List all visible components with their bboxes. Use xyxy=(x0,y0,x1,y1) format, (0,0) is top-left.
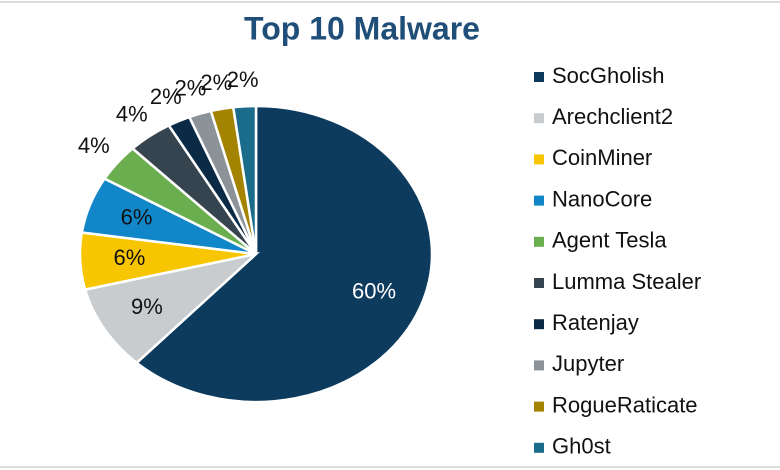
data-label: 4% xyxy=(78,133,110,158)
legend-swatch xyxy=(534,72,544,82)
legend-swatch xyxy=(534,278,544,288)
data-label: 6% xyxy=(114,245,146,270)
legend-swatch xyxy=(534,319,544,330)
data-label: 9% xyxy=(131,294,163,319)
legend-label: Arechclient2 xyxy=(552,104,673,129)
chart-title: Top 10 Malware xyxy=(244,10,480,46)
legend-swatch xyxy=(534,236,544,247)
data-label: 4% xyxy=(116,102,148,127)
legend-label: Agent Tesla xyxy=(552,228,667,253)
legend-label: Jupyter xyxy=(552,351,624,376)
legend-label: NanoCore xyxy=(552,186,652,211)
legend-label: Lumma Stealer xyxy=(552,269,701,294)
data-label: 2% xyxy=(175,76,207,101)
data-label: 2% xyxy=(200,70,232,95)
pie-slice xyxy=(231,104,258,255)
legend-swatch xyxy=(534,154,544,165)
data-label: 2% xyxy=(227,67,259,92)
legend-swatch xyxy=(534,442,544,453)
legend-swatch xyxy=(534,401,544,412)
legend-label: Gh0st xyxy=(552,434,611,459)
legend-label: Ratenjay xyxy=(552,310,639,335)
data-label: 6% xyxy=(121,204,153,229)
data-label: 60% xyxy=(352,279,396,304)
legend-label: CoinMiner xyxy=(552,145,652,170)
data-label: 2% xyxy=(150,84,182,109)
legend-swatch xyxy=(534,113,544,124)
pie-slice xyxy=(134,104,434,404)
legend-label: RogueRaticate xyxy=(552,392,698,417)
legend-swatch xyxy=(534,195,544,206)
legend-label: SocGholish xyxy=(552,63,665,88)
legend-swatch xyxy=(534,360,544,371)
